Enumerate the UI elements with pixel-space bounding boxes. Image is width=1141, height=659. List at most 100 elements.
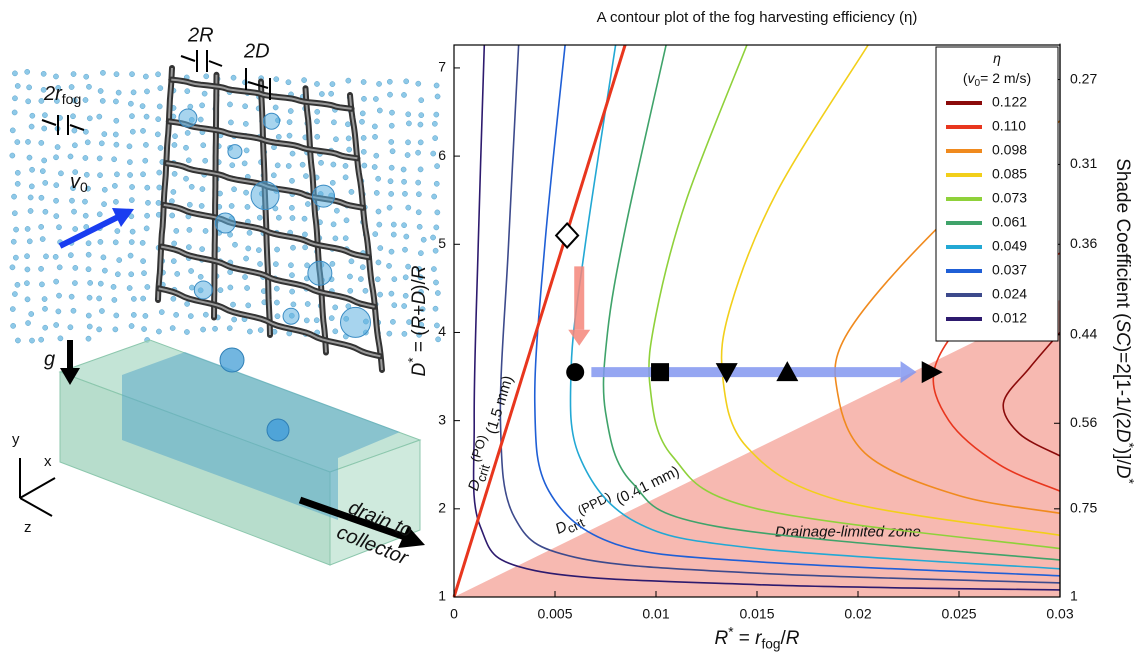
fog-droplet — [27, 155, 32, 160]
captured-drop — [194, 281, 212, 299]
fog-droplet — [84, 172, 89, 177]
fog-droplet — [29, 338, 34, 343]
label-part: )]/ — [1112, 448, 1133, 466]
zone-label: Drainage-limited zone — [775, 524, 921, 541]
legend-label: 0.061 — [992, 214, 1027, 230]
fog-droplet — [389, 165, 394, 170]
fog-droplet — [200, 247, 205, 252]
fog-droplet — [101, 202, 106, 207]
fog-droplet — [25, 320, 30, 325]
x-tick-label: 0.015 — [739, 606, 774, 622]
fog-droplet — [244, 148, 249, 153]
fog-droplet — [273, 105, 278, 110]
fog-droplet — [203, 158, 208, 163]
fog-droplet — [405, 140, 410, 145]
legend-title: η — [993, 50, 1001, 66]
fog-droplet — [305, 301, 310, 306]
fog-droplet — [10, 306, 15, 311]
fog-droplet — [131, 90, 136, 95]
fog-droplet — [117, 257, 122, 262]
fog-droplet — [129, 72, 134, 77]
fog-droplet — [416, 192, 421, 197]
dim-arrow — [181, 56, 195, 61]
fog-droplet — [12, 110, 17, 115]
fog-droplet — [376, 176, 381, 181]
fog-droplet — [229, 203, 234, 208]
fog-droplet — [115, 228, 120, 233]
fog-droplet — [71, 71, 76, 76]
dim-arrow — [42, 120, 56, 125]
fog-droplet — [55, 144, 60, 149]
fog-droplet — [377, 108, 382, 113]
x-tick-label: 0.01 — [642, 606, 669, 622]
fog-droplet — [39, 282, 44, 287]
label-part: 2r — [43, 83, 63, 105]
fog-droplet — [188, 313, 193, 318]
fog-droplet — [245, 204, 250, 209]
fog-droplet — [418, 140, 423, 145]
fog-droplet — [361, 79, 366, 84]
fog-droplet — [54, 213, 59, 218]
fog-droplet — [72, 143, 77, 148]
fog-droplet — [203, 312, 208, 317]
fog-droplet — [273, 262, 278, 267]
captured-drop — [215, 213, 235, 233]
fog-droplet — [300, 162, 305, 167]
fog-droplet — [362, 163, 367, 168]
fog-droplet — [242, 274, 247, 279]
fog-droplet — [29, 167, 34, 172]
x-tick-label: 0.03 — [1046, 606, 1073, 622]
fog-droplet — [257, 215, 262, 220]
fog-droplet — [172, 241, 177, 246]
fog-droplet — [434, 164, 439, 169]
label-part: D — [1112, 465, 1133, 479]
label-part: + — [409, 305, 430, 316]
legend-label: 0.049 — [992, 238, 1027, 254]
fog-droplet — [72, 128, 77, 133]
fog-droplet — [24, 281, 29, 286]
fog-droplet — [69, 198, 74, 203]
fog-droplet — [231, 187, 236, 192]
plot: Drainage-limited zoneDcrit(PPD) (0.41 mm… — [405, 44, 1137, 652]
fog-droplet — [186, 245, 191, 250]
fog-droplet — [97, 212, 102, 217]
fog-droplet — [330, 180, 335, 185]
fog-droplet — [377, 222, 382, 227]
fog-droplet — [361, 149, 366, 154]
dim-arrow — [209, 61, 222, 66]
captured-drop — [283, 308, 299, 324]
fog-droplet — [302, 216, 307, 221]
mesh-wire-highlight — [306, 88, 327, 352]
fog-droplet — [372, 134, 377, 139]
fog-droplet — [243, 256, 248, 261]
fog-droplet — [329, 316, 334, 321]
fog-droplet — [287, 120, 292, 125]
fog-droplet — [256, 248, 261, 253]
fog-droplet — [143, 74, 148, 79]
label-part: Shade Coefficient ( — [1112, 158, 1133, 320]
fog-droplet — [188, 268, 193, 273]
label-part: R — [409, 315, 430, 329]
fog-droplet — [54, 183, 59, 188]
fog-droplet — [113, 99, 118, 104]
fog-droplet — [432, 194, 437, 199]
label-part: (PPD) — [575, 489, 613, 518]
fog-droplet — [157, 185, 162, 190]
fog-droplet — [246, 303, 251, 308]
fog-droplet — [347, 147, 352, 152]
fog-droplet — [274, 247, 279, 252]
fog-droplet — [375, 277, 380, 282]
fog-droplet — [387, 331, 392, 336]
fog-droplet — [345, 122, 350, 127]
fog-droplet — [314, 81, 319, 86]
fog-droplet — [343, 236, 348, 241]
label-part: (1.5 mm) — [481, 374, 516, 440]
fog-droplet — [401, 223, 406, 228]
fog-droplet — [56, 293, 61, 298]
fog-droplet — [70, 114, 75, 119]
fog-droplet — [171, 296, 176, 301]
fog-droplet — [391, 222, 396, 227]
fog-droplet — [434, 112, 439, 117]
fog-droplet — [42, 306, 47, 311]
legend: η(v0= 2 m/s)0.1220.1100.0980.0850.0730.0… — [936, 47, 1058, 341]
